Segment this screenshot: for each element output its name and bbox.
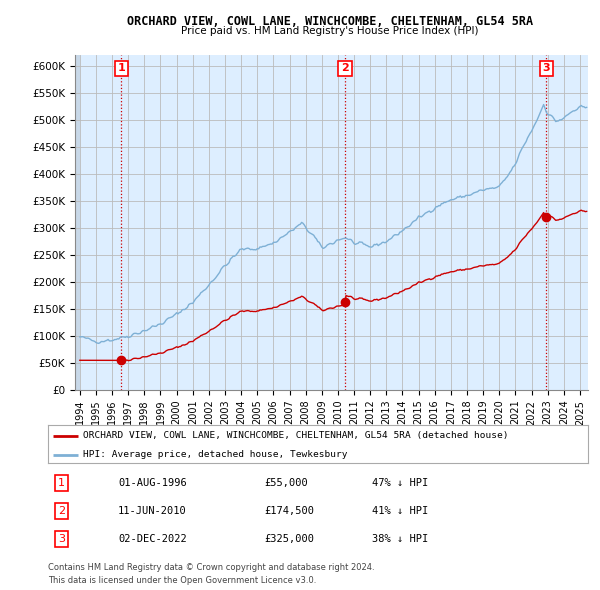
Text: 02-DEC-2022: 02-DEC-2022 [118, 534, 187, 544]
Text: 2: 2 [341, 63, 349, 73]
Text: 1: 1 [58, 478, 65, 488]
Text: 3: 3 [58, 534, 65, 544]
Text: £325,000: £325,000 [264, 534, 314, 544]
Text: 1: 1 [118, 63, 125, 73]
Text: ORCHARD VIEW, COWL LANE, WINCHCOMBE, CHELTENHAM, GL54 5RA (detached house): ORCHARD VIEW, COWL LANE, WINCHCOMBE, CHE… [83, 431, 509, 440]
Text: 41% ↓ HPI: 41% ↓ HPI [372, 506, 428, 516]
Text: £174,500: £174,500 [264, 506, 314, 516]
Text: 01-AUG-1996: 01-AUG-1996 [118, 478, 187, 488]
Text: HPI: Average price, detached house, Tewkesbury: HPI: Average price, detached house, Tewk… [83, 450, 347, 459]
Text: 3: 3 [542, 63, 550, 73]
Text: ORCHARD VIEW, COWL LANE, WINCHCOMBE, CHELTENHAM, GL54 5RA: ORCHARD VIEW, COWL LANE, WINCHCOMBE, CHE… [127, 15, 533, 28]
Text: This data is licensed under the Open Government Licence v3.0.: This data is licensed under the Open Gov… [48, 576, 316, 585]
Text: Price paid vs. HM Land Registry's House Price Index (HPI): Price paid vs. HM Land Registry's House … [181, 26, 479, 36]
Text: £55,000: £55,000 [264, 478, 308, 488]
Text: 2: 2 [58, 506, 65, 516]
Text: Contains HM Land Registry data © Crown copyright and database right 2024.: Contains HM Land Registry data © Crown c… [48, 563, 374, 572]
Polygon shape [75, 55, 80, 390]
Text: 38% ↓ HPI: 38% ↓ HPI [372, 534, 428, 544]
Text: 11-JUN-2010: 11-JUN-2010 [118, 506, 187, 516]
Text: 47% ↓ HPI: 47% ↓ HPI [372, 478, 428, 488]
